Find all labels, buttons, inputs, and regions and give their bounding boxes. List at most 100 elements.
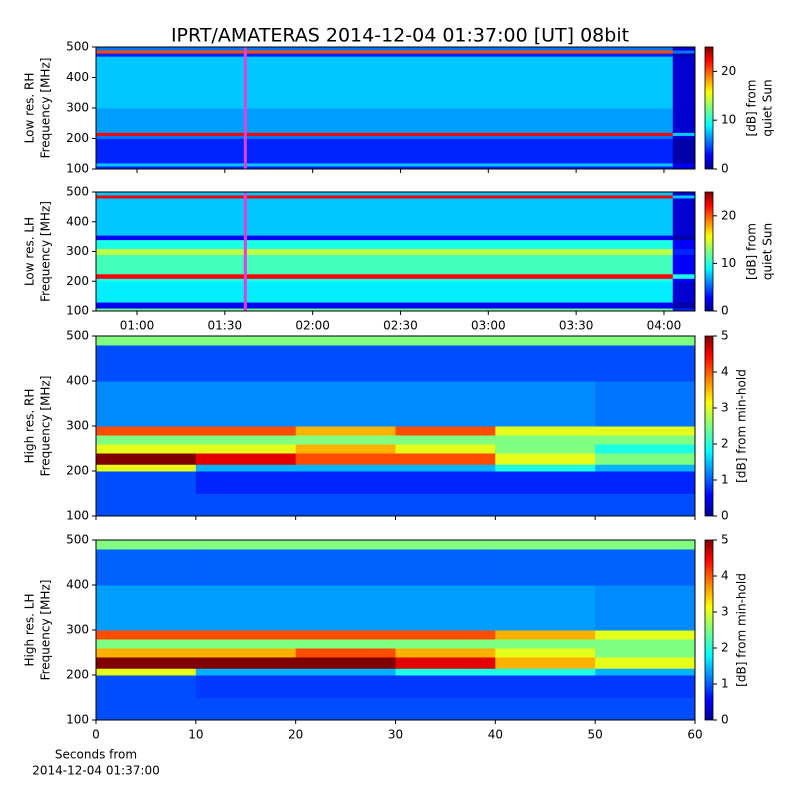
heatmap-cell	[96, 254, 674, 275]
colorbar	[704, 191, 714, 312]
heatmap-cell	[96, 549, 197, 586]
heatmap-cell	[96, 336, 197, 346]
heatmap-cell	[672, 194, 696, 199]
heatmap-cell	[595, 585, 696, 631]
colorbar-tick-label: 0	[721, 509, 729, 523]
heatmap-cell	[295, 464, 396, 472]
heatmap-cell	[295, 444, 396, 454]
heatmap-cell	[96, 471, 197, 494]
heatmap-cell	[672, 162, 696, 167]
heatmap-cell	[96, 464, 197, 472]
heatmap-cell	[595, 336, 696, 346]
heatmap-cell	[195, 675, 297, 698]
colorbar-label: [dB] from min-hold	[735, 573, 749, 687]
y-tick-label: 400	[66, 214, 89, 228]
heatmap-cell	[96, 697, 197, 721]
heatmap-cell	[495, 345, 596, 382]
heatmap-cell	[96, 657, 197, 669]
heatmap-cell	[395, 426, 496, 436]
y-tick-label: 100	[66, 304, 89, 318]
y-axis-label: Low res. RH	[23, 73, 37, 144]
heatmap-cell	[295, 345, 396, 382]
colorbar-tick-label: 20	[721, 64, 736, 78]
heatmap-cell	[96, 493, 197, 517]
x-tick-label: 01:30	[208, 319, 243, 333]
y-tick-label: 200	[66, 668, 89, 682]
heatmap-cell	[96, 308, 674, 312]
x-tick-label: 60	[687, 728, 702, 742]
heatmap-cell	[96, 630, 197, 640]
y-axis-label: Frequency [MHz]	[39, 376, 53, 477]
y-tick-label: 300	[66, 101, 89, 115]
heatmap-cell	[595, 435, 696, 445]
heatmap-cell	[495, 668, 596, 676]
heatmap-cell	[495, 426, 596, 436]
y-tick-label: 500	[66, 533, 89, 547]
x-tick-label: 02:30	[383, 319, 418, 333]
heatmap-cell	[295, 435, 396, 445]
heatmap-cell	[295, 657, 396, 669]
heatmap-cell	[295, 426, 396, 436]
heatmap-cell	[495, 435, 596, 445]
heatmap-cell	[495, 697, 596, 721]
heatmap-cell	[195, 668, 297, 676]
y-tick-label: 500	[66, 185, 89, 199]
heatmap-cell	[672, 192, 696, 196]
heatmap-cell	[672, 235, 696, 241]
colorbar-tick-label: 0	[721, 162, 729, 176]
heatmap-cell	[96, 381, 197, 427]
heatmap-cell	[295, 549, 396, 586]
heatmap-cell	[295, 630, 396, 640]
heatmap-cell	[195, 540, 297, 550]
colorbar	[704, 539, 714, 721]
heatmap-cell	[96, 675, 197, 698]
y-axis-label: Frequency [MHz]	[39, 580, 53, 681]
heatmap-cell	[96, 162, 674, 167]
heatmap-cell	[295, 493, 396, 517]
heatmap-cell	[672, 47, 696, 51]
x-tick-label: 40	[488, 728, 503, 742]
heatmap-cell	[195, 336, 297, 346]
heatmap-cell	[395, 471, 496, 494]
y-tick-label: 100	[66, 713, 89, 727]
heatmap-cell	[495, 540, 596, 550]
heatmap-cell	[495, 464, 596, 472]
y-axis-label: High res. RH	[23, 389, 37, 464]
heatmap-cell	[395, 630, 496, 640]
heatmap-cell	[195, 697, 297, 721]
heatmap-cell	[495, 453, 596, 465]
heatmap-cell	[96, 281, 674, 303]
heatmap-cell	[295, 540, 396, 550]
heatmap-cell	[195, 381, 297, 427]
heatmap-cell	[195, 453, 297, 465]
heatmap-cell	[395, 697, 496, 721]
heatmap-cell	[295, 471, 396, 494]
heatmap-cell	[96, 273, 674, 279]
heatmap-cell	[595, 697, 696, 721]
heatmap-cell	[672, 53, 696, 57]
heatmap-cell	[295, 585, 396, 631]
heatmap-cell	[595, 630, 696, 640]
heatmap-cell	[195, 657, 297, 669]
heatmap-cell	[395, 675, 496, 698]
heatmap-cell	[195, 549, 297, 586]
y-tick-label: 100	[66, 509, 89, 523]
heatmap-cell	[395, 493, 496, 517]
x-tick-label: 02:00	[295, 319, 330, 333]
heatmap-cell	[96, 648, 197, 658]
heatmap-cell	[96, 639, 197, 649]
heatmap-cell	[595, 381, 696, 427]
heatmap-cell	[96, 132, 674, 136]
heatmap-cell	[672, 132, 696, 136]
y-tick-label: 200	[66, 274, 89, 288]
y-tick-label: 200	[66, 464, 89, 478]
heatmap-cell	[595, 540, 696, 550]
heatmap-cell	[195, 444, 297, 454]
heatmap-cell	[495, 657, 596, 669]
heatmap-cell	[295, 336, 396, 346]
colorbar-tick-label: 5	[721, 533, 729, 547]
colorbar-label: [dB] from	[745, 80, 759, 137]
heatmap-cell	[595, 657, 696, 669]
heatmap-cell	[295, 648, 396, 658]
x-tick-label: 04:00	[647, 319, 682, 333]
